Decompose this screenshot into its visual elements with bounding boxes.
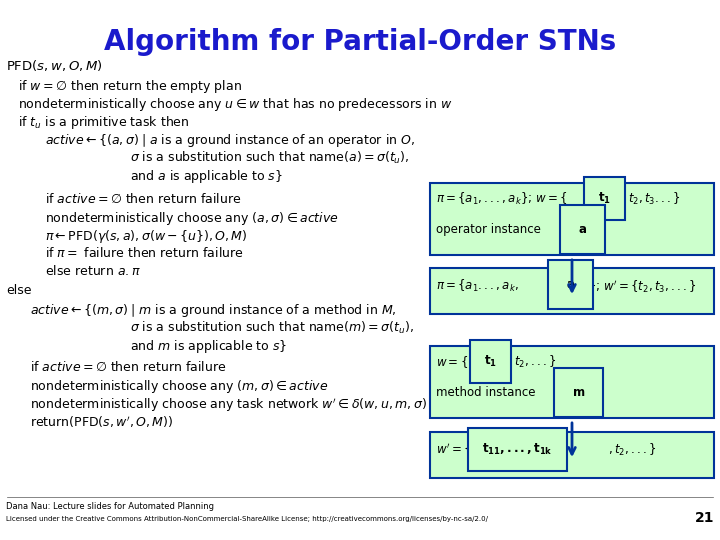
Text: $\sigma$ is a substitution such that name$(m) = \sigma(t_u),$: $\sigma$ is a substitution such that nam… bbox=[130, 320, 414, 336]
Text: $\mathbf{a}$: $\mathbf{a}$ bbox=[566, 278, 575, 291]
Text: $,t_2,...\}$: $,t_2,...\}$ bbox=[508, 354, 557, 370]
Text: nondeterministically choose any $u \in w$ that has no predecessors in $w$: nondeterministically choose any $u \in w… bbox=[18, 96, 453, 113]
Bar bbox=[430, 183, 714, 255]
Text: $w=\{$: $w=\{$ bbox=[436, 354, 468, 370]
Text: Dana Nau: Lecture slides for Automated Planning: Dana Nau: Lecture slides for Automated P… bbox=[6, 502, 214, 511]
Text: else: else bbox=[6, 284, 32, 297]
Text: $\mathbf{t_{11},...,t_{1k}}$: $\mathbf{t_{11},...,t_{1k}}$ bbox=[482, 442, 552, 457]
Text: and $m$ is applicable to $s\}$: and $m$ is applicable to $s\}$ bbox=[130, 338, 287, 355]
Text: $\mathsf{PFD}(s, w, O, M)$: $\mathsf{PFD}(s, w, O, M)$ bbox=[6, 58, 103, 73]
Text: operator instance: operator instance bbox=[436, 223, 544, 236]
Bar bbox=[430, 346, 714, 418]
Text: $\mathbf{m}$: $\mathbf{m}$ bbox=[572, 386, 585, 399]
Text: Algorithm for Partial-Order STNs: Algorithm for Partial-Order STNs bbox=[104, 28, 616, 56]
Text: 21: 21 bbox=[695, 511, 714, 525]
Text: $\sigma$ is a substitution such that name$(a) = \sigma(t_u),$: $\sigma$ is a substitution such that nam… bbox=[130, 150, 410, 166]
Text: $,t_2,...\}$: $,t_2,...\}$ bbox=[608, 442, 657, 458]
Text: $\mathbf{t_1}$: $\mathbf{t_1}$ bbox=[598, 191, 611, 206]
Bar bbox=[430, 268, 714, 314]
Text: else return $a.\pi$: else return $a.\pi$ bbox=[45, 264, 141, 278]
Text: if $w = \emptyset$ then return the empty plan: if $w = \emptyset$ then return the empty… bbox=[18, 78, 242, 95]
Text: $\pi=\{a_1 ...,a_k,$: $\pi=\{a_1 ...,a_k,$ bbox=[436, 278, 519, 294]
Text: and $a$ is applicable to $s\}$: and $a$ is applicable to $s\}$ bbox=[130, 168, 283, 185]
Text: $\mathbf{t_1}$: $\mathbf{t_1}$ bbox=[484, 354, 497, 369]
Text: $\mathbf{a}$: $\mathbf{a}$ bbox=[578, 223, 587, 236]
Text: nondeterministically choose any task network $w' \in \delta(w, u, m, \sigma)$: nondeterministically choose any task net… bbox=[30, 396, 427, 414]
Text: if $\mathit{active} = \emptyset$ then return failure: if $\mathit{active} = \emptyset$ then re… bbox=[45, 192, 241, 206]
Text: $\}$; $w'=\{t_2, t_3, ...\}$: $\}$; $w'=\{t_2, t_3, ...\}$ bbox=[588, 278, 696, 295]
Text: $,t_2, t_3...\}$: $,t_2, t_3...\}$ bbox=[622, 191, 680, 207]
Text: $\pi \leftarrow \mathsf{PFD}(\gamma(s,a), \sigma(w - \{u\}), O, M)$: $\pi \leftarrow \mathsf{PFD}(\gamma(s,a)… bbox=[45, 228, 248, 245]
Text: $\mathit{active} \leftarrow \{(m,\sigma) \mid m$ is a ground instance of a metho: $\mathit{active} \leftarrow \{(m,\sigma)… bbox=[30, 302, 397, 319]
Text: return$(\mathsf{PFD}(s, w', O, M))$: return$(\mathsf{PFD}(s, w', O, M))$ bbox=[30, 414, 174, 429]
Text: $\mathit{active} \leftarrow \{(a,\sigma) \mid a$ is a ground instance of an oper: $\mathit{active} \leftarrow \{(a,\sigma)… bbox=[45, 132, 415, 149]
Text: $\pi=\{a_1,...,a_k\}$; $w=\{$: $\pi=\{a_1,...,a_k\}$; $w=\{$ bbox=[436, 191, 567, 207]
Text: method instance: method instance bbox=[436, 386, 539, 399]
Text: if $\pi =$ failure then return failure: if $\pi =$ failure then return failure bbox=[45, 246, 243, 260]
Text: Licensed under the Creative Commons Attribution-NonCommercial-ShareAlike License: Licensed under the Creative Commons Attr… bbox=[6, 516, 488, 522]
Text: if $t_u$ is a primitive task then: if $t_u$ is a primitive task then bbox=[18, 114, 189, 131]
Text: nondeterministically choose any $(a,\sigma) \in \mathit{active}$: nondeterministically choose any $(a,\sig… bbox=[45, 210, 339, 227]
Bar bbox=[430, 432, 714, 478]
Text: nondeterministically choose any $(m,\sigma) \in \mathit{active}$: nondeterministically choose any $(m,\sig… bbox=[30, 378, 328, 395]
Text: if $\mathit{active} = \emptyset$ then return failure: if $\mathit{active} = \emptyset$ then re… bbox=[30, 360, 226, 374]
Text: $w'=\{$: $w'=\{$ bbox=[436, 442, 472, 458]
